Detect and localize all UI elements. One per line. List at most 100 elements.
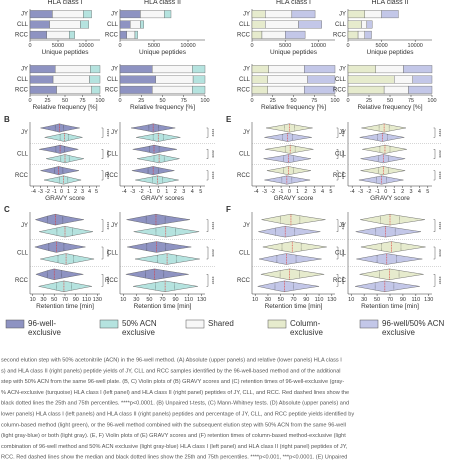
x-tick-label: 50	[51, 297, 57, 303]
significance: ****	[338, 222, 344, 230]
bar-segment	[357, 30, 365, 39]
bar-segment	[192, 65, 206, 74]
x-tick-label: -1	[147, 189, 152, 195]
bar-segment	[80, 20, 90, 29]
x-tick-label: 10000	[311, 43, 326, 49]
x-tick-label: 30	[40, 297, 46, 303]
category-label: CLL	[17, 251, 29, 257]
x-tick-label: 2	[174, 189, 177, 195]
bar-segment	[251, 30, 263, 39]
bar-segment	[381, 10, 399, 19]
significance: ****	[338, 249, 344, 257]
bar-segment	[68, 30, 75, 39]
bar-segment	[304, 85, 336, 94]
x-axis-label: Retention time [min]	[36, 303, 94, 310]
significance-bracket	[336, 274, 339, 287]
x-tick-label: -1	[279, 189, 284, 195]
category-label: CLL	[239, 152, 251, 158]
x-tick-label: 90	[303, 297, 309, 303]
violin	[35, 268, 84, 280]
x-tick-label: -2	[45, 189, 50, 195]
significance-bracket	[206, 149, 209, 159]
x-tick-label: -3	[130, 189, 135, 195]
legend-swatch	[267, 319, 287, 329]
x-tick-label: 30	[361, 297, 367, 303]
violin	[359, 132, 405, 142]
bar-segment	[29, 75, 54, 84]
violin	[132, 144, 177, 154]
violin	[44, 132, 83, 142]
bar-segment	[383, 85, 409, 94]
x-tick-label: 30	[265, 297, 271, 303]
bar-segment	[265, 10, 293, 19]
violin	[355, 280, 420, 293]
significance-bracket	[433, 170, 436, 181]
x-tick-label: 70	[387, 297, 393, 303]
significance: ****	[208, 171, 214, 179]
category-label: RCC	[15, 278, 29, 284]
category-label: CLL	[335, 251, 347, 257]
caption-line: combination of 96-well method and 50% AC…	[1, 444, 348, 450]
caption-line: (light gray-blue) or both (light gray). …	[1, 433, 346, 439]
significance-bracket	[101, 170, 104, 181]
significance-bracket	[433, 219, 436, 232]
x-tick-label: 0	[157, 189, 160, 195]
significance: ****	[435, 171, 441, 179]
bar-segment	[251, 10, 266, 19]
x-tick-label: 110	[184, 297, 193, 303]
x-tick-label: 110	[315, 297, 324, 303]
violin	[126, 213, 190, 226]
violin	[361, 123, 406, 133]
category-label: CLL	[335, 22, 347, 28]
caption-line: column-based method (light green), or th…	[1, 422, 346, 428]
x-tick-label: 30	[133, 297, 139, 303]
x-axis-label: GRAVY scores	[141, 195, 185, 202]
x-tick-label: 0	[250, 98, 253, 104]
legend-swatch	[185, 319, 205, 329]
violin	[40, 166, 80, 176]
x-tick-label: 5000	[375, 43, 387, 49]
x-tick-label: 3	[81, 189, 84, 195]
x-tick-label: 10000	[180, 43, 195, 49]
bar-segment	[347, 65, 376, 74]
significance-bracket	[336, 170, 339, 181]
legend-swatch	[359, 319, 379, 329]
category-label: RCC	[237, 87, 251, 93]
x-tick-label: -4	[350, 189, 355, 195]
x-axis-label: Relative frequency [%]	[130, 104, 195, 111]
violin	[34, 213, 84, 226]
violin	[40, 123, 80, 133]
x-tick-label: 50	[290, 98, 296, 104]
category-label: RCC	[333, 278, 347, 284]
bar-segment	[126, 30, 136, 39]
category-label: JY	[339, 12, 346, 18]
significance-bracket	[101, 127, 104, 138]
category-label: JY	[21, 130, 28, 136]
significance-bracket	[206, 219, 209, 232]
x-tick-label: -3	[262, 189, 267, 195]
legend-label: Column-	[290, 319, 321, 328]
bar-segment	[291, 10, 316, 19]
violin	[260, 268, 325, 280]
x-axis-label: Unique peptides	[367, 49, 415, 56]
bar-segment	[304, 65, 336, 74]
bar-segment	[347, 20, 362, 29]
category-label: RCC	[105, 87, 119, 93]
category-label: CLL	[17, 152, 29, 158]
bar-segment	[347, 85, 385, 94]
caption-line: % ACN-exclusive (turquoise) HLA class I …	[1, 390, 349, 396]
x-tick-label: -4	[31, 189, 36, 195]
bar-segment	[251, 20, 266, 29]
significance: ****	[103, 150, 109, 158]
x-tick-label: 1	[165, 189, 168, 195]
significance: ****	[103, 276, 109, 284]
x-tick-label: 1	[393, 189, 396, 195]
x-tick-label: 110	[82, 297, 91, 303]
bar-segment	[119, 65, 153, 74]
x-tick-label: 3	[409, 189, 412, 195]
x-axis-label: Relative frequency [%]	[32, 104, 97, 111]
bar-segment	[375, 65, 404, 74]
bar-segment	[347, 10, 365, 19]
x-tick-label: 100	[330, 98, 339, 104]
bar-segment	[394, 75, 413, 84]
